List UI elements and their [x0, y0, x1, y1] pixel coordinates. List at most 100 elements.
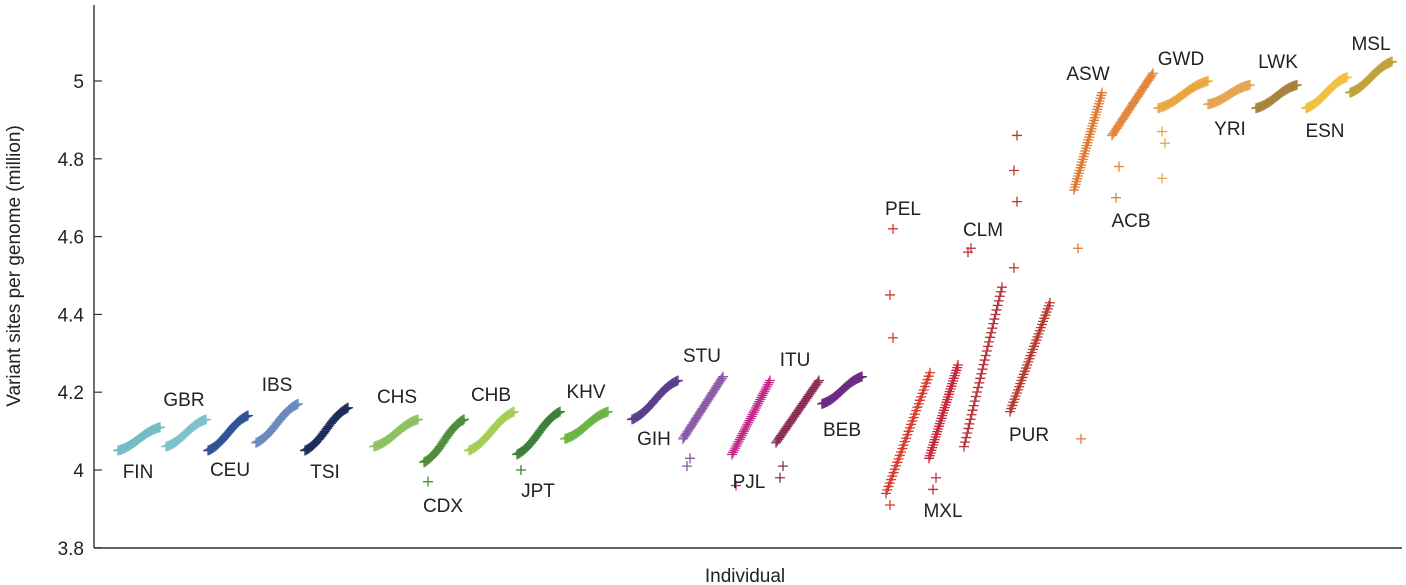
point-mxl	[934, 418, 945, 429]
point-ceu	[243, 410, 253, 421]
point-mxl	[929, 434, 940, 445]
point-mxl	[933, 423, 944, 434]
point-mxl	[948, 373, 959, 384]
point-mxl	[949, 370, 960, 381]
label-tsi: TSI	[310, 462, 340, 483]
point-mxl	[926, 445, 937, 456]
label-esn: ESN	[1305, 121, 1344, 142]
point-clm	[997, 282, 1007, 293]
point-clm	[972, 386, 983, 397]
point-mxl	[930, 431, 941, 442]
point-acb	[1114, 161, 1124, 172]
point-pjl	[743, 417, 754, 428]
x-axis-title: Individual	[705, 566, 785, 585]
point-mxl	[943, 391, 954, 402]
point-pjl	[746, 411, 757, 422]
point-pjl	[753, 398, 764, 409]
point-pjl	[754, 396, 765, 407]
point-asw	[1089, 115, 1099, 126]
point-pjl	[734, 434, 745, 445]
point-mxl	[927, 442, 938, 453]
y-tick-label: 5	[73, 72, 84, 93]
point-tsi	[340, 404, 351, 415]
point-mxl	[944, 386, 955, 397]
point-pur	[1045, 297, 1055, 308]
point-jpt	[516, 465, 526, 475]
point-fin	[155, 422, 165, 433]
point-asw	[1073, 168, 1084, 179]
point-gwd	[1157, 173, 1167, 184]
y-tick-label: 4.6	[58, 228, 84, 249]
point-asw	[1072, 173, 1083, 184]
point-clm	[994, 291, 1005, 302]
point-pjl	[731, 440, 742, 451]
point-mxl	[935, 415, 946, 426]
y-tick-label: 4.2	[58, 383, 84, 404]
point-mxl	[936, 413, 947, 424]
point-pur	[1012, 130, 1022, 141]
point-asw	[1077, 154, 1088, 165]
point-clm	[975, 373, 986, 384]
label-pel: PEL	[885, 199, 921, 220]
point-yri	[1245, 79, 1255, 90]
point-clm	[963, 423, 974, 434]
point-mxl	[924, 453, 934, 464]
point-pjl	[756, 392, 767, 403]
point-mxl	[937, 410, 948, 421]
point-clm	[969, 396, 980, 407]
label-pjl: PJL	[733, 472, 766, 493]
point-mxl	[931, 472, 941, 483]
point-mxl	[925, 447, 936, 458]
point-clm	[966, 409, 977, 420]
label-pur: PUR	[1009, 425, 1049, 446]
point-clm	[967, 405, 978, 416]
point-mxl	[940, 399, 951, 410]
point-asw	[1078, 151, 1089, 162]
point-mxl	[948, 375, 959, 386]
point-clm	[959, 441, 969, 452]
point-asw	[1096, 90, 1107, 101]
point-mxl	[951, 365, 962, 376]
point-pjl	[765, 375, 775, 386]
label-acb: ACB	[1111, 211, 1150, 232]
point-clm	[980, 350, 991, 361]
point-asw	[1094, 96, 1105, 107]
y-tick-label: 4	[73, 461, 84, 482]
label-chs: CHS	[377, 387, 417, 408]
y-ticks: 3.8 4 4.2 4.4 4.6 4.8 5	[58, 72, 102, 560]
point-clm	[962, 427, 973, 438]
point-pur	[1009, 262, 1019, 273]
point-asw	[1081, 143, 1091, 154]
point-pjl	[748, 407, 759, 418]
point-stu	[685, 453, 695, 464]
point-clm	[981, 345, 992, 356]
point-clm	[990, 309, 1001, 320]
point-acb	[1148, 68, 1158, 79]
point-pjl	[735, 432, 746, 443]
point-pjl	[763, 377, 774, 388]
point-pjl	[750, 402, 761, 413]
label-gbr: GBR	[163, 390, 204, 411]
point-cdx	[459, 414, 469, 425]
point-mxl	[938, 407, 949, 418]
point-clm	[968, 400, 979, 411]
point-asw	[1073, 171, 1083, 182]
population-labels: FIN GBR CEU IBS TSI CHS CDX CHB JPT KHV GIH STU PJL I…	[123, 34, 1391, 522]
point-asw	[1070, 179, 1081, 190]
point-asw	[1084, 132, 1095, 143]
point-asw	[1090, 109, 1101, 120]
label-fin: FIN	[123, 462, 154, 483]
point-gwd	[1203, 76, 1213, 86]
point-pjl	[759, 386, 770, 397]
point-tsi	[343, 402, 353, 413]
point-stu	[718, 371, 728, 382]
point-asw	[1085, 126, 1096, 137]
point-asw	[1082, 137, 1093, 148]
point-asw	[1076, 433, 1086, 444]
point-msl	[1387, 56, 1397, 67]
point-lwk	[1292, 79, 1302, 90]
point-pel	[888, 332, 898, 343]
point-mxl	[928, 437, 939, 448]
label-lwk: LWK	[1258, 52, 1298, 73]
point-asw	[1069, 182, 1080, 193]
